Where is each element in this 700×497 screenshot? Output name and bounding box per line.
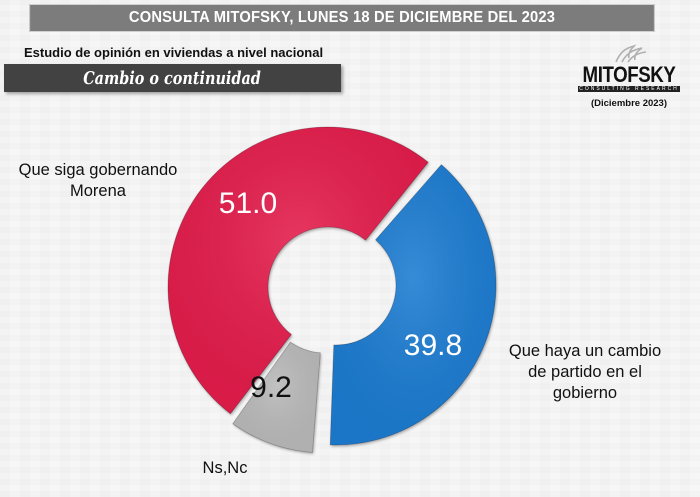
label-cambio: Que haya un cambio de partido en el gobi… [508, 342, 662, 402]
donut-slice-shading [168, 127, 429, 414]
label-morena: Que siga gobernando Morena [18, 161, 178, 200]
subtitle: Estudio de opinión en viviendas a nivel … [24, 45, 324, 60]
section-title: Cambio o continuidad [83, 67, 262, 89]
top-banner: CONSULTA MITOFSKY, LUNES 18 DE DICIEMBRE… [29, 4, 655, 32]
logo-wordmark: MITOFSKY [582, 62, 676, 87]
mitofsky-logo: MITOFSKY CONSULTING RESEARCH (Diciembre … [572, 44, 686, 114]
donut-slice-shading [330, 164, 497, 446]
banner-title: CONSULTA MITOFSKY, LUNES 18 DE DICIEMBRE… [128, 9, 556, 26]
value-label-morena: 51.0 [219, 187, 277, 220]
value-label-ns-nc: 9.2 [250, 371, 292, 404]
donut-slice-shading [232, 342, 321, 453]
logo-tagline: CONSULTING RESEARCH [578, 86, 680, 92]
logo-date: (Diciembre 2023) [590, 98, 668, 109]
label-ns-nc: Ns,Nc [202, 459, 248, 477]
value-label-cambio: 39.8 [404, 329, 462, 362]
section-title-bar: Cambio o continuidad [4, 64, 341, 92]
logo-mark-icon [615, 44, 647, 63]
